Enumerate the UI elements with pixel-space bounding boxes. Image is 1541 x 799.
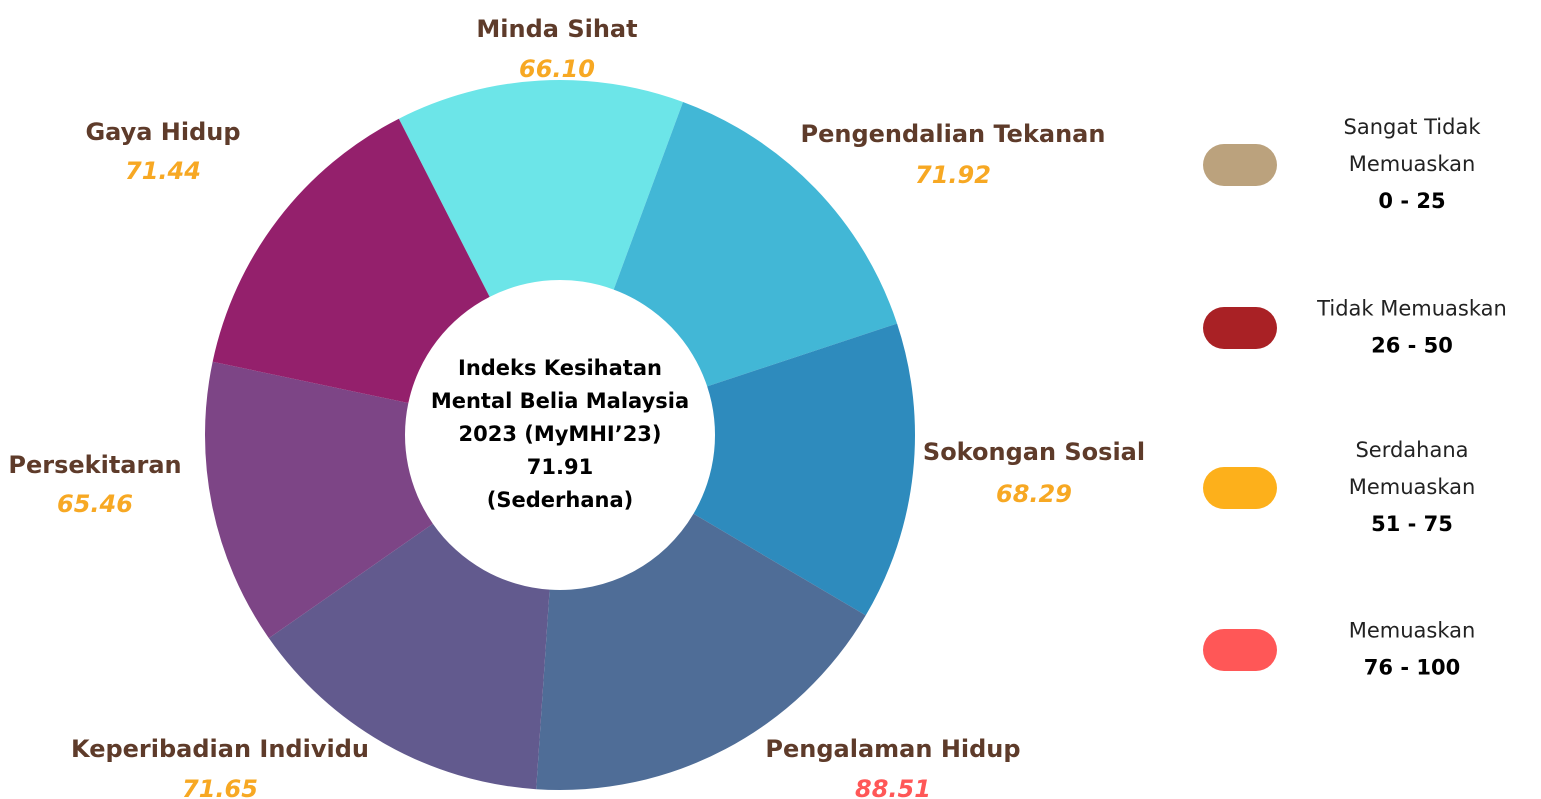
segment-label: Keperibadian Individu (71, 735, 369, 763)
value-label: 66.10 (519, 55, 595, 83)
legend-swatch (1203, 307, 1277, 349)
legend-label: Serdahana (1355, 438, 1468, 462)
legend-range: 51 - 75 (1371, 512, 1453, 536)
legend-label: Sangat Tidak (1344, 115, 1482, 139)
legend-label: Tidak Memuaskan (1316, 297, 1507, 321)
donut-segment (693, 323, 915, 616)
center-text: 71.91 (527, 455, 593, 479)
segment-label: Pengendalian Tekanan (801, 120, 1106, 148)
center-text: (Sederhana) (487, 488, 633, 512)
segment-label: Minda Sihat (476, 15, 637, 43)
donut-segment (205, 361, 433, 639)
center-text: Indeks Kesihatan (458, 356, 662, 380)
legend-swatch (1203, 467, 1277, 509)
donut-segment (212, 118, 490, 404)
value-label: 71.44 (125, 157, 201, 185)
legend-label: Memuaskan (1349, 619, 1476, 643)
segment-label: Gaya Hidup (85, 118, 240, 146)
segment-label: Persekitaran (8, 451, 181, 479)
legend-label: Memuaskan (1349, 152, 1476, 176)
donut-segment (536, 513, 866, 790)
segment-label: Sokongan Sosial (923, 438, 1145, 466)
donut-segment (268, 523, 550, 790)
value-label: 71.65 (182, 775, 258, 799)
legend-swatch (1203, 144, 1277, 186)
segment-label: Pengalaman Hidup (765, 735, 1020, 763)
donut-segment (613, 101, 898, 387)
value-label: 68.29 (996, 480, 1072, 508)
value-label: 65.46 (57, 490, 133, 518)
legend-range: 0 - 25 (1378, 189, 1445, 213)
legend-label: Memuaskan (1349, 475, 1476, 499)
center-text: Mental Belia Malaysia (431, 389, 689, 413)
donut-segment (398, 79, 684, 297)
value-label: 71.92 (915, 161, 991, 189)
value-label: 88.51 (855, 775, 931, 799)
legend-swatch (1203, 629, 1277, 671)
legend-range: 76 - 100 (1364, 656, 1460, 680)
center-text: 2023 (MyMHI’23) (458, 422, 661, 446)
legend-range: 26 - 50 (1371, 334, 1453, 358)
